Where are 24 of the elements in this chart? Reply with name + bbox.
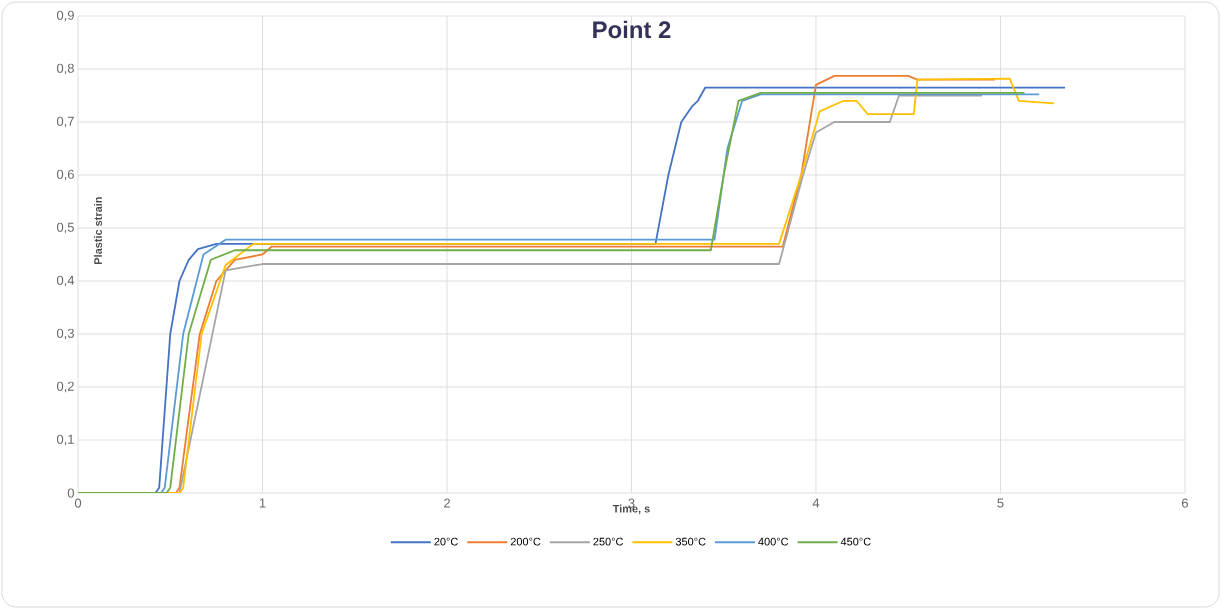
x-tick-label: 2 [444,498,450,508]
x-tick-label: 0 [74,498,82,508]
y-axis-title: Plastic strain [93,197,102,265]
y-tick-label: 0,9 [56,10,74,22]
legend-label: 400°C [758,537,789,546]
x-tick-label: 1 [259,498,266,508]
y-tick-label: 0,7 [56,116,74,128]
y-tick-label: 0,8 [56,63,74,75]
chart-title: Point 2 [593,20,671,39]
x-tick-label: 6 [1182,498,1188,508]
legend-label: 450°C [840,537,871,546]
y-tick-label: 0,5 [56,222,74,234]
x-tick-label: 4 [812,498,820,508]
legend-label: 350°C [675,537,706,546]
y-tick-label: 0,4 [56,275,75,287]
y-tick-label: 0,1 [56,434,74,446]
legend-label: 250°C [593,537,624,546]
y-tick-label: 0,6 [56,169,74,181]
legend-label: 20°C [434,537,458,546]
legend-label: 200°C [510,537,541,546]
x-tick-label: 5 [997,498,1004,508]
y-tick-label: 0 [67,488,74,498]
y-tick-label: 0,2 [56,381,74,393]
y-tick-label: 0,3 [56,328,74,340]
